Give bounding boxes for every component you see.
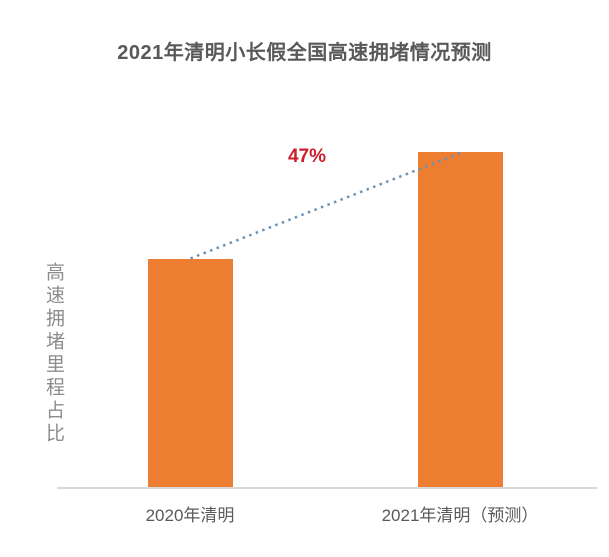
x-tick-label-2020: 2020年清明 [145,506,235,525]
bar-2021-qingming-forecast [418,152,503,488]
chart-title: 2021年清明小长假全国高速拥堵情况预测 [117,42,492,64]
x-tick-label-2021: 2021年清明（预测） [381,506,539,525]
bar-2020-qingming [148,259,233,488]
growth-percentage-label: 47% [287,146,327,167]
x-axis-line [57,487,597,489]
y-axis-title: 高速拥堵里程占比 [43,262,64,446]
